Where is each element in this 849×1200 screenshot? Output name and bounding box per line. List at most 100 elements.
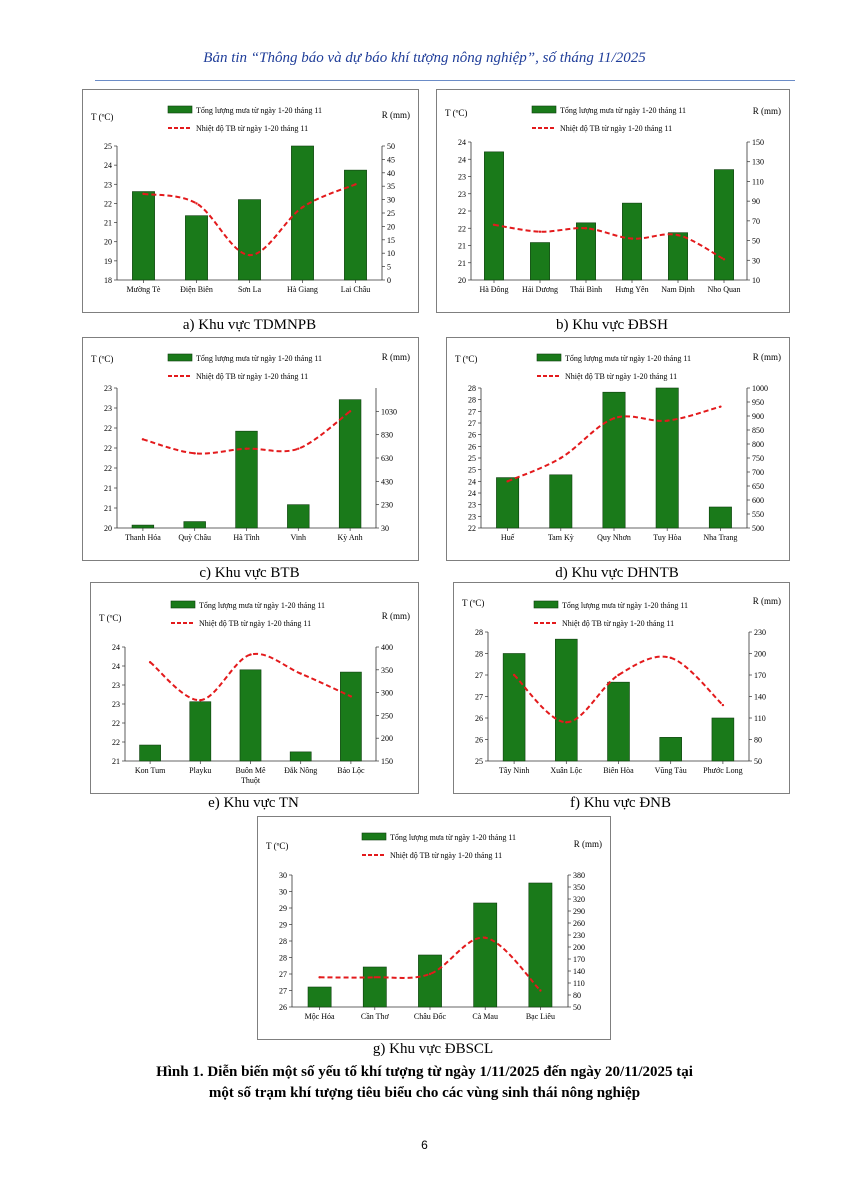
- temp-tick-label: 20: [104, 524, 112, 533]
- rain-tick-label: 290: [573, 907, 585, 916]
- temp-tick-label: 21: [104, 219, 112, 228]
- category-label: Tuy Hòa: [653, 533, 681, 542]
- rain-tick-label: 150: [752, 138, 764, 147]
- rain-bar: [655, 387, 679, 529]
- category-label: Nam Định: [661, 285, 695, 294]
- category-label: Thái Bình: [570, 285, 602, 294]
- temp-tick-label: 22: [104, 424, 112, 433]
- chart-panel-f: T (ºC) R (mm) Tổng lượng mưa từ ngày 1-20 …: [453, 582, 790, 794]
- rain-bar: [289, 751, 312, 762]
- rain-tick-label: 170: [573, 955, 585, 964]
- chart-caption-a: a) Khu vực TDMNPB: [182, 317, 317, 333]
- header-divider: [95, 80, 795, 81]
- rain-bar: [555, 638, 578, 762]
- chart-caption-c: c) Khu vực BTB: [199, 565, 300, 581]
- chart-svg-e: T (ºC) R (mm) Tổng lượng mưa từ ngày 1-20 …: [99, 600, 410, 785]
- legend-rain-swatch: [170, 600, 196, 609]
- rain-bar: [340, 671, 362, 762]
- temp-point: [484, 936, 487, 939]
- temp-tick-label: 26: [468, 431, 476, 440]
- temp-axis-title: T (ºC): [445, 108, 467, 118]
- temp-tick-label: 27: [468, 419, 476, 428]
- temp-point: [193, 452, 196, 455]
- legend-rain-label: Tổng lượng mưa từ ngày 1-20 tháng 11: [196, 354, 322, 363]
- temp-point: [584, 227, 588, 230]
- temp-point: [721, 703, 725, 707]
- rain-tick-label: 50: [573, 1003, 581, 1012]
- temp-tick-label: 24: [112, 662, 120, 671]
- rain-tick-label: 750: [752, 454, 764, 463]
- temp-point: [141, 438, 145, 441]
- rain-bar: [139, 744, 161, 762]
- rain-axis-title: R (mm): [753, 106, 781, 116]
- category-label: Biên Hòa: [603, 766, 634, 775]
- rain-tick-label: 1030: [381, 407, 397, 416]
- rain-tick-label: 140: [573, 967, 585, 976]
- temp-point: [318, 976, 321, 979]
- legend-rain-swatch: [167, 353, 193, 362]
- rain-tick-label: 10: [752, 276, 760, 285]
- category-label: Vinh: [291, 533, 307, 542]
- temp-tick-label: 21: [104, 484, 112, 493]
- rain-bar: [418, 954, 442, 1008]
- rain-tick-label: 50: [752, 237, 760, 246]
- temp-tick-label: 25: [468, 454, 476, 463]
- temp-point: [249, 653, 252, 656]
- temp-tick-label: 22: [112, 738, 120, 747]
- temp-tick-label: 18: [104, 276, 112, 285]
- category-label: Bạc Liêu: [526, 1012, 555, 1021]
- rain-bar: [659, 737, 682, 762]
- temp-point: [512, 673, 516, 677]
- rain-tick-label: 650: [752, 482, 764, 491]
- temp-point: [142, 192, 145, 196]
- category-label: Hải Dương: [522, 285, 558, 294]
- rain-bar: [307, 986, 332, 1008]
- rain-bar: [239, 669, 262, 762]
- temp-tick-label: 23: [104, 384, 112, 393]
- temp-tick-label: 27: [279, 970, 287, 979]
- legend-temp-label: Nhiệt độ TB từ ngày 1-20 tháng 11: [565, 372, 677, 381]
- rain-bar: [189, 701, 212, 762]
- temp-line: [149, 652, 352, 702]
- temp-point: [348, 410, 352, 413]
- rain-tick-label: 40: [387, 169, 395, 178]
- chart-svg-g: T (ºC) R (mm) Tổng lượng mưa từ ngày 1-20 …: [266, 832, 602, 1021]
- category-label: Hưng Yên: [615, 285, 648, 294]
- legend-temp-label: Nhiệt độ TB từ ngày 1-20 tháng 11: [196, 372, 308, 381]
- temp-point: [373, 976, 376, 979]
- temp-axis-title: T (ºC): [91, 354, 113, 364]
- legend-rain-swatch: [531, 105, 557, 114]
- temp-line: [513, 655, 724, 724]
- rain-bar: [131, 524, 155, 529]
- rain-bar: [714, 169, 734, 281]
- temp-point: [297, 447, 300, 450]
- category-label: Hà Giang: [287, 285, 318, 294]
- temp-tick-label: 22: [458, 224, 466, 233]
- temp-tick-label: 25: [468, 466, 476, 475]
- rain-bar: [622, 202, 642, 281]
- category-label: Phước Long: [703, 766, 742, 775]
- chart-panel-e: T (ºC) R (mm) Tổng lượng mưa từ ngày 1-20 …: [90, 582, 419, 794]
- chart-caption-b: b) Khu vực ĐBSH: [556, 317, 668, 333]
- category-label: Bảo Lộc: [337, 766, 365, 775]
- rain-bar: [238, 199, 261, 281]
- rain-tick-label: 230: [754, 628, 766, 637]
- legend-temp-label: Nhiệt độ TB từ ngày 1-20 tháng 11: [562, 619, 674, 628]
- rain-tick-label: 200: [381, 734, 393, 743]
- rain-bar: [607, 681, 630, 762]
- rain-bar: [185, 215, 208, 281]
- temp-tick-label: 27: [468, 407, 476, 416]
- temp-tick-label: 23: [112, 700, 120, 709]
- category-label: Huế: [501, 533, 515, 542]
- temp-point: [612, 417, 616, 420]
- temp-point: [559, 456, 562, 460]
- rain-tick-label: 200: [573, 943, 585, 952]
- temp-point: [666, 419, 669, 422]
- chart-caption-f: f) Khu vực ĐNB: [569, 795, 672, 811]
- rain-tick-label: 350: [573, 883, 585, 892]
- temp-tick-label: 26: [475, 736, 483, 745]
- temp-point: [245, 447, 248, 450]
- rain-bar: [235, 430, 258, 529]
- temp-line: [319, 936, 542, 992]
- rain-tick-label: 900: [752, 412, 764, 421]
